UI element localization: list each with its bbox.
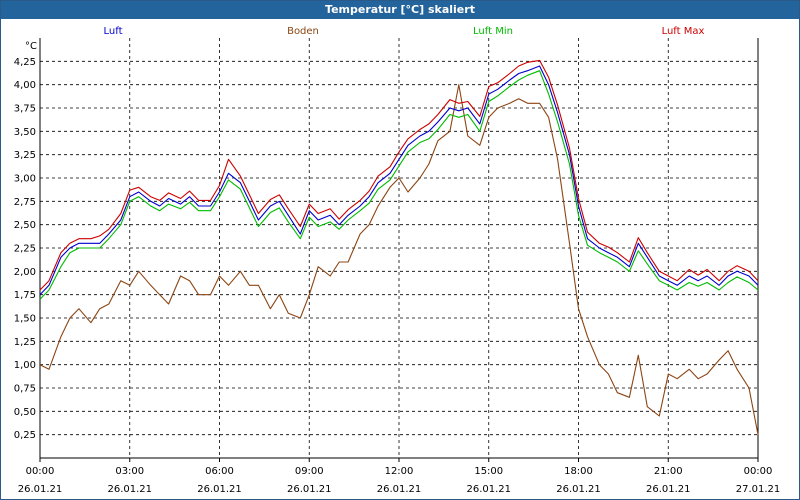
x-tick-date: 27.01.21 [736,484,781,495]
y-tick-label: 0,25 [14,430,36,441]
y-tick-label: 2,75 [14,197,36,208]
x-tick-date: 26.01.21 [197,484,242,495]
y-tick-label: 2,00 [14,267,36,278]
x-tick-date: 26.01.21 [466,484,511,495]
y-tick-label: 1,50 [14,314,36,325]
x-tick-time: 00:00 [26,466,55,477]
y-tick-label: 3,75 [14,104,36,115]
x-tick-date: 26.01.21 [377,484,422,495]
series-line-boden [39,84,759,435]
x-tick-time: 06:00 [205,466,234,477]
y-tick-label: 1,25 [14,337,36,348]
x-tick-date: 26.01.21 [556,484,601,495]
y-tick-label: 1,00 [14,360,36,371]
y-tick-label: 3,00 [14,174,36,185]
y-tick-label: 0,75 [14,384,36,395]
legend: Luft Boden Luft Min Luft Max [104,26,705,37]
x-tick-time: 09:00 [295,466,324,477]
y-tick-label: 4,25 [14,57,36,68]
x-tick-time: 18:00 [564,466,593,477]
x-tick-date: 26.01.21 [287,484,332,495]
legend-entry-boden: Boden [287,26,319,37]
legend-entry-luft-max: Luft Max [662,26,705,37]
x-tick-date: 26.01.21 [646,484,691,495]
grid [40,38,758,458]
x-tick-date: 26.01.21 [18,484,63,495]
y-tick-label: 1,75 [14,290,36,301]
x-tick-date: 26.01.21 [107,484,152,495]
x-tick-time: 00:00 [744,466,773,477]
series-line-luft [39,65,759,296]
series-line-luft-max [39,59,759,291]
x-tick-time: 03:00 [115,466,144,477]
y-tick-label: 3,50 [14,127,36,138]
series-lines [39,59,759,435]
legend-entry-luft-min: Luft Min [473,26,513,37]
series-line-luft-min [39,70,759,300]
y-tick-label: 2,50 [14,220,36,231]
y-tick-label: 2,25 [14,244,36,255]
x-tick-time: 12:00 [385,466,414,477]
legend-entry-luft: Luft [104,26,123,37]
axes: 4,25 4,00 3,75 3,50 3,25 3,00 2,75 2,50 2,25 2,00… [14,38,781,495]
y-tick-label: 4,00 [14,80,36,91]
x-tick-time: 21:00 [654,466,683,477]
x-tick-time: 15:00 [474,466,503,477]
y-unit-label: °C [25,41,37,52]
y-tick-label: 3,25 [14,150,36,161]
window-title: Temperatur [°C] skaliert [1,1,799,19]
y-tick-label: 0,50 [14,407,36,418]
